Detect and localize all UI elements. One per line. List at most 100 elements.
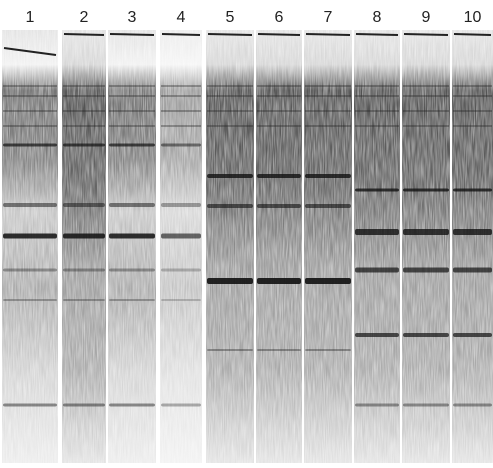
band <box>403 333 449 337</box>
band <box>403 189 449 192</box>
lane-label: 10 <box>464 9 482 26</box>
band <box>403 95 449 97</box>
lane <box>160 30 202 463</box>
well <box>208 34 252 35</box>
band <box>109 110 155 112</box>
band <box>355 404 399 407</box>
lanes <box>2 30 493 463</box>
band <box>3 95 57 97</box>
band <box>257 349 301 351</box>
band <box>63 110 105 112</box>
band <box>453 229 492 235</box>
band <box>257 204 301 208</box>
lane-grain <box>304 30 352 463</box>
lane-label: 3 <box>128 9 137 26</box>
band <box>305 349 351 351</box>
lane-grain <box>62 30 106 463</box>
band <box>453 95 492 97</box>
band <box>257 110 301 112</box>
lane <box>452 30 493 463</box>
band <box>453 333 492 337</box>
band <box>403 404 449 407</box>
band <box>355 95 399 97</box>
band <box>305 278 351 284</box>
band <box>109 269 155 272</box>
band <box>3 85 57 87</box>
band <box>109 234 155 239</box>
band <box>453 404 492 407</box>
band <box>109 85 155 87</box>
lane-grain <box>2 30 58 463</box>
band <box>355 125 399 127</box>
lane-grain <box>354 30 400 463</box>
band <box>453 189 492 192</box>
band <box>63 125 105 127</box>
well <box>258 34 300 35</box>
band <box>453 110 492 112</box>
band <box>109 404 155 407</box>
band <box>257 278 301 284</box>
band <box>305 95 351 97</box>
band <box>355 229 399 235</box>
band <box>161 203 201 207</box>
well <box>454 34 491 35</box>
band <box>3 203 57 207</box>
lane-label: 9 <box>422 9 431 26</box>
band <box>3 404 57 407</box>
band <box>109 95 155 97</box>
band <box>161 110 201 112</box>
band <box>305 204 351 208</box>
band <box>355 268 399 273</box>
band <box>403 85 449 87</box>
band <box>161 269 201 272</box>
band <box>453 268 492 273</box>
band <box>355 333 399 337</box>
well <box>306 34 350 35</box>
band <box>161 95 201 97</box>
band <box>207 204 253 208</box>
lane-grain <box>160 30 202 463</box>
band <box>403 268 449 273</box>
band <box>207 125 253 127</box>
band <box>207 95 253 97</box>
lane-label: 1 <box>26 9 35 26</box>
band <box>207 110 253 112</box>
band <box>63 85 105 87</box>
band <box>257 125 301 127</box>
band <box>453 85 492 87</box>
lane-label: 8 <box>373 9 382 26</box>
band <box>161 299 201 301</box>
lane <box>304 30 352 463</box>
band <box>355 110 399 112</box>
well <box>162 34 200 35</box>
band <box>3 125 57 127</box>
lane-grain <box>256 30 302 463</box>
well <box>356 34 398 35</box>
lane-label: 7 <box>324 9 333 26</box>
band <box>355 85 399 87</box>
lane-grain <box>452 30 493 463</box>
band <box>3 299 57 301</box>
lane-label: 2 <box>80 9 89 26</box>
band <box>403 110 449 112</box>
band <box>3 110 57 112</box>
band <box>3 269 57 272</box>
band <box>207 349 253 351</box>
lane-label: 4 <box>177 9 186 26</box>
lane <box>354 30 400 463</box>
band <box>453 125 492 127</box>
band <box>63 299 105 301</box>
band <box>63 269 105 272</box>
lane-grain <box>206 30 254 463</box>
lane-label: 6 <box>275 9 284 26</box>
well <box>64 34 104 35</box>
band <box>63 95 105 97</box>
band <box>161 85 201 87</box>
band <box>305 174 351 178</box>
band <box>257 85 301 87</box>
lane <box>206 30 254 463</box>
band <box>109 125 155 127</box>
band <box>109 203 155 207</box>
band <box>63 144 105 147</box>
